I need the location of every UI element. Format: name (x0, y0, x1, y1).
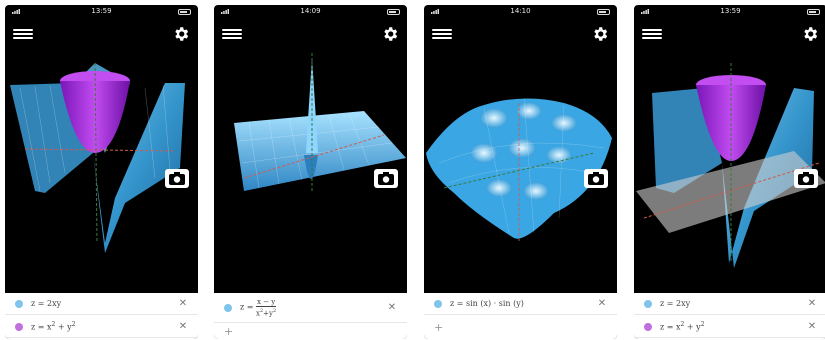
battery-icon (178, 9, 191, 15)
phone-screen-4: 13:59 z = 2xy ✕ z = x2 + y2 ✕ (634, 5, 825, 339)
graph-3d-view[interactable] (214, 43, 407, 293)
plus-icon[interactable]: + (434, 320, 444, 334)
plus-icon[interactable]: + (224, 324, 234, 338)
hamburger-menu-icon[interactable] (222, 27, 242, 43)
status-time: 14:10 (510, 7, 531, 15)
equation-text[interactable]: z = x − y x2+y2 (240, 297, 277, 318)
signal-icon (641, 9, 649, 14)
add-equation-row[interactable]: + (424, 316, 617, 338)
equation-row[interactable]: z = 2xy ✕ (5, 293, 198, 315)
gear-icon[interactable] (172, 25, 190, 43)
close-icon[interactable]: ✕ (807, 298, 817, 309)
graph-3d-view[interactable] (634, 43, 825, 293)
equation-panel: z = 2xy ✕ z = x2 + y2 ✕ (634, 293, 825, 339)
gear-icon[interactable] (381, 25, 399, 43)
hamburger-menu-icon[interactable] (642, 27, 662, 43)
equation-text[interactable]: z = x2 + y2 (31, 321, 76, 332)
status-bar: 14:09 (214, 7, 407, 17)
color-dot[interactable] (15, 322, 23, 331)
equation-panel: z = x − y x2+y2 ✕ + (214, 293, 407, 339)
gear-icon[interactable] (801, 25, 819, 43)
camera-icon[interactable] (584, 169, 608, 188)
graph-3d-view[interactable] (424, 43, 617, 293)
equation-text[interactable]: z = sin (x) · sin (y) (450, 299, 524, 308)
equation-row[interactable]: z = x2 + y2 ✕ (5, 316, 198, 338)
equation-text[interactable]: z = 2xy (31, 299, 62, 308)
close-icon[interactable]: ✕ (807, 321, 817, 332)
phone-screen-1: 13:59 z = 2xy ✕ z = x2 + y2 ✕ (5, 5, 198, 339)
signal-icon (431, 9, 439, 14)
status-bar: 13:59 (5, 7, 198, 17)
hamburger-menu-icon[interactable] (13, 27, 33, 43)
close-icon[interactable]: ✕ (178, 298, 188, 309)
signal-icon (12, 9, 20, 14)
signal-icon (221, 9, 229, 14)
equation-row[interactable]: z = sin (x) · sin (y) ✕ (424, 293, 617, 315)
phone-screen-3: 14:10 z = sin (x) · sin (y) ✕ + (424, 5, 617, 339)
equation-panel: z = sin (x) · sin (y) ✕ + (424, 293, 617, 339)
add-equation-row[interactable]: + (214, 323, 407, 339)
equation-row[interactable]: z = 2xy ✕ (634, 293, 825, 315)
equation-text[interactable]: z = 2xy (660, 299, 691, 308)
close-icon[interactable]: ✕ (387, 302, 397, 313)
equation-row[interactable]: z = x − y x2+y2 ✕ (214, 293, 407, 323)
graph-3d-view[interactable] (5, 43, 198, 293)
close-icon[interactable]: ✕ (178, 321, 188, 332)
battery-icon (597, 9, 610, 15)
color-dot[interactable] (15, 299, 23, 308)
color-dot[interactable] (434, 299, 442, 308)
color-dot[interactable] (644, 299, 652, 308)
status-time: 14:09 (300, 7, 321, 15)
phone-screen-2: 14:09 z = x − y x2+y2 ✕ + (214, 5, 407, 339)
battery-icon (387, 9, 400, 15)
equation-panel: z = 2xy ✕ z = x2 + y2 ✕ (5, 293, 198, 339)
hamburger-menu-icon[interactable] (432, 27, 452, 43)
gear-icon[interactable] (591, 25, 609, 43)
color-dot[interactable] (644, 322, 652, 331)
equation-text[interactable]: z = x2 + y2 (660, 321, 705, 332)
camera-icon[interactable] (374, 169, 398, 188)
status-time: 13:59 (720, 7, 741, 15)
color-dot[interactable] (224, 303, 232, 312)
status-bar: 13:59 (634, 7, 825, 17)
status-time: 13:59 (91, 7, 112, 15)
close-icon[interactable]: ✕ (597, 298, 607, 309)
equation-row[interactable]: z = x2 + y2 ✕ (634, 316, 825, 338)
camera-icon[interactable] (794, 169, 818, 188)
battery-icon (807, 9, 820, 15)
status-bar: 14:10 (424, 7, 617, 17)
camera-icon[interactable] (165, 169, 189, 188)
